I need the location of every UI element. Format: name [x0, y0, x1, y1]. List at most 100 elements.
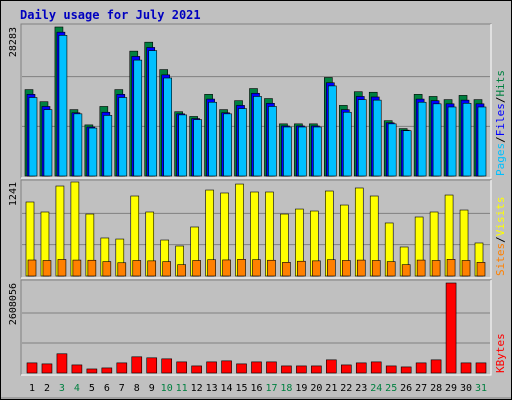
y-tick-label: 1241: [8, 182, 19, 206]
bar: [87, 259, 97, 277]
x-tick-label: 26: [400, 383, 412, 394]
bar: [223, 113, 232, 177]
bar: [206, 361, 217, 374]
x-tick-label: 30: [460, 383, 472, 394]
bar: [268, 106, 277, 177]
x-tick-label: 29: [445, 383, 457, 394]
bar: [101, 367, 113, 374]
x-tick-label: 14: [221, 383, 233, 394]
x-tick-label: 15: [236, 383, 248, 394]
x-tick-label: 12: [191, 383, 203, 394]
bar: [385, 365, 397, 374]
bar: [41, 363, 53, 374]
legend-entry: Sites: [494, 243, 507, 276]
bar: [401, 264, 411, 277]
legend-separator: /: [494, 236, 507, 243]
bar: [313, 126, 322, 177]
x-tick-label: 31: [475, 383, 487, 394]
bar: [162, 261, 171, 277]
bar: [386, 261, 396, 277]
bar: [42, 260, 52, 277]
x-tick-label: 11: [176, 383, 188, 394]
bar: [372, 99, 382, 177]
bar: [161, 358, 172, 374]
legend: Sites/Visits: [494, 197, 507, 277]
x-tick-label: 28: [430, 383, 442, 394]
bar: [326, 359, 337, 374]
y-tick-label: 28283: [8, 27, 19, 57]
x-tick-label: 18: [280, 383, 292, 394]
bar: [266, 361, 277, 374]
bar: [192, 260, 201, 277]
bar: [416, 259, 426, 277]
x-tick-label: 23: [355, 383, 367, 394]
bar: [146, 357, 158, 374]
bar: [415, 362, 427, 374]
legend-entry: KBytes: [494, 333, 507, 373]
legend-entry: Pages: [494, 143, 507, 176]
bar: [237, 259, 246, 277]
bar: [355, 362, 367, 374]
bar: [148, 50, 158, 177]
legend-separator: /: [494, 136, 507, 143]
bar: [26, 362, 38, 374]
x-tick-label: 27: [415, 383, 427, 394]
x-tick-label: 19: [295, 383, 307, 394]
y-tick-label: 2608056: [8, 283, 19, 325]
bar: [430, 359, 442, 374]
x-tick-label: 8: [134, 383, 140, 394]
bar: [191, 365, 202, 374]
legend-entry: Visits: [494, 197, 507, 237]
bar: [475, 362, 487, 374]
x-tick-label: 24: [370, 383, 382, 394]
bar: [445, 282, 457, 374]
x-tick-label: 21: [325, 383, 337, 394]
legend-entry: Hits: [494, 70, 507, 97]
bar: [27, 259, 37, 277]
bar: [221, 360, 232, 374]
bar: [177, 264, 186, 277]
bar: [402, 130, 412, 177]
bar: [86, 368, 98, 374]
panel-bevel: [21, 280, 492, 376]
bar: [133, 59, 143, 177]
legend: KBytes: [494, 333, 507, 373]
bar: [342, 111, 352, 177]
bar: [56, 353, 68, 374]
bar: [297, 260, 306, 277]
bar: [103, 115, 113, 177]
bar: [357, 99, 367, 177]
bar: [72, 259, 82, 277]
bar: [193, 119, 202, 177]
bar: [283, 126, 292, 177]
bar: [178, 114, 187, 177]
bar: [73, 113, 83, 177]
legend-separator: /: [494, 97, 507, 104]
panel-bevel: [21, 24, 492, 179]
bar: [462, 102, 472, 177]
bar: [208, 101, 217, 177]
bar: [58, 35, 68, 177]
bar: [116, 362, 128, 374]
bar: [461, 260, 471, 277]
bar: [311, 365, 322, 374]
bar: [447, 106, 457, 177]
bar: [460, 362, 472, 374]
bar: [238, 108, 247, 177]
panel-bevel: [21, 180, 492, 279]
bar: [118, 97, 128, 177]
bar: [446, 259, 456, 277]
bar: [282, 262, 291, 277]
bar: [57, 259, 67, 277]
bar: [176, 361, 187, 374]
x-tick-label: 1: [29, 383, 35, 394]
bar: [312, 260, 321, 277]
bar: [281, 365, 292, 374]
bar: [356, 259, 366, 277]
panel: [20, 279, 492, 376]
bar: [370, 361, 382, 374]
x-tick-label: 22: [340, 383, 352, 394]
bar: [132, 260, 142, 277]
bar: [477, 106, 487, 177]
bar: [88, 127, 98, 177]
